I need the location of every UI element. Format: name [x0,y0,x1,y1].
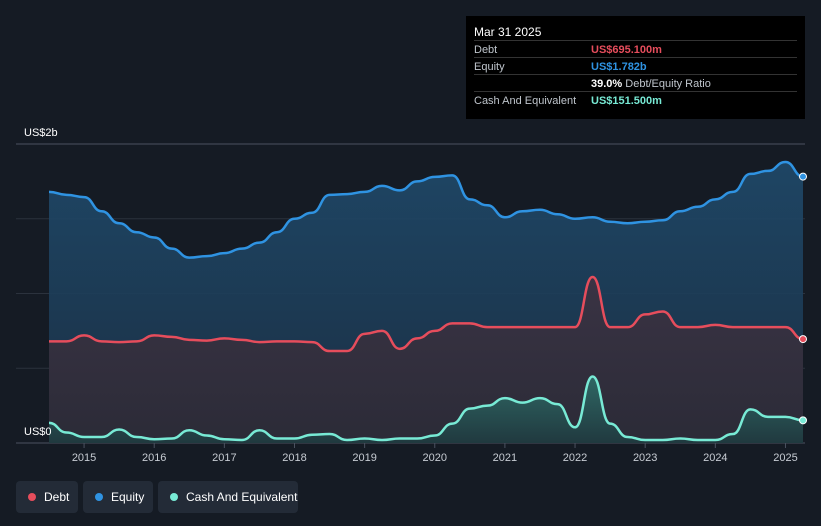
tooltip-row-ratio: 39.0% Debt/Equity Ratio [474,74,797,92]
debt-end-marker [799,335,807,344]
x-tick-label: 2018 [282,452,306,464]
ratio-value: 39.0% [591,78,623,90]
cash-legend-dot-icon [170,493,178,501]
legend-item-debt[interactable]: Debt [16,481,78,513]
tooltip-ratio: 39.0% Debt/Equity Ratio [591,78,711,90]
cash-and-equivalent-line [48,375,804,442]
x-tick-label: 2017 [212,452,236,464]
tooltip-label: Cash And Equivalent [474,95,577,107]
series-areas [49,161,803,443]
x-tick-label: 2022 [563,452,587,464]
tooltip-label: Debt [474,44,498,56]
tooltip-row-debt: Debt US$695.100m [474,40,797,58]
legend-item-cash[interactable]: Cash And Equivalent [158,481,298,513]
legend-item-equity[interactable]: Equity [83,481,153,513]
series-lines [48,160,804,442]
equity-end-marker [799,172,807,181]
tooltip-label: Equity [474,61,505,73]
tooltip-value: US$695.100m [591,44,662,56]
tooltip: Mar 31 2025 Debt US$695.100m Equity US$1… [466,16,805,119]
equity-line [48,160,804,259]
equity-legend-dot-icon [95,493,103,501]
tooltip-date: Mar 31 2025 [474,25,542,39]
cash-and-equivalent-end-marker [799,416,807,425]
x-tick-label: 2025 [773,452,797,464]
y-axis-label-bottom: US$0 [24,426,52,438]
legend-label: Equity [111,490,145,504]
x-tick-label: 2016 [142,452,166,464]
y-axis-label-top: US$2b [24,127,58,139]
x-tick-label: 2015 [72,452,96,464]
legend-label: Cash And Equivalent [186,490,298,504]
x-tick-label: 2019 [352,452,376,464]
tooltip-row-equity: Equity US$1.782b [474,57,797,75]
debt-legend-dot-icon [28,493,36,501]
legend-label: Debt [44,490,70,504]
tooltip-value: US$1.782b [591,61,647,73]
x-tick-label: 2020 [423,452,447,464]
debt-line [48,275,804,353]
x-axis-ticks: 2015 2016 2017 2018 2019 2020 2021 2022 2023 2024… [72,443,798,464]
series-end-markers [799,172,807,425]
ratio-label: Debt/Equity Ratio [625,78,711,90]
x-tick-label: 2024 [703,452,727,464]
tooltip-value: US$151.500m [591,95,662,107]
x-tick-label: 2023 [633,452,657,464]
tooltip-row-cash: Cash And Equivalent US$151.500m [474,91,797,109]
debt-area [49,277,803,443]
x-tick-label: 2021 [493,452,517,464]
